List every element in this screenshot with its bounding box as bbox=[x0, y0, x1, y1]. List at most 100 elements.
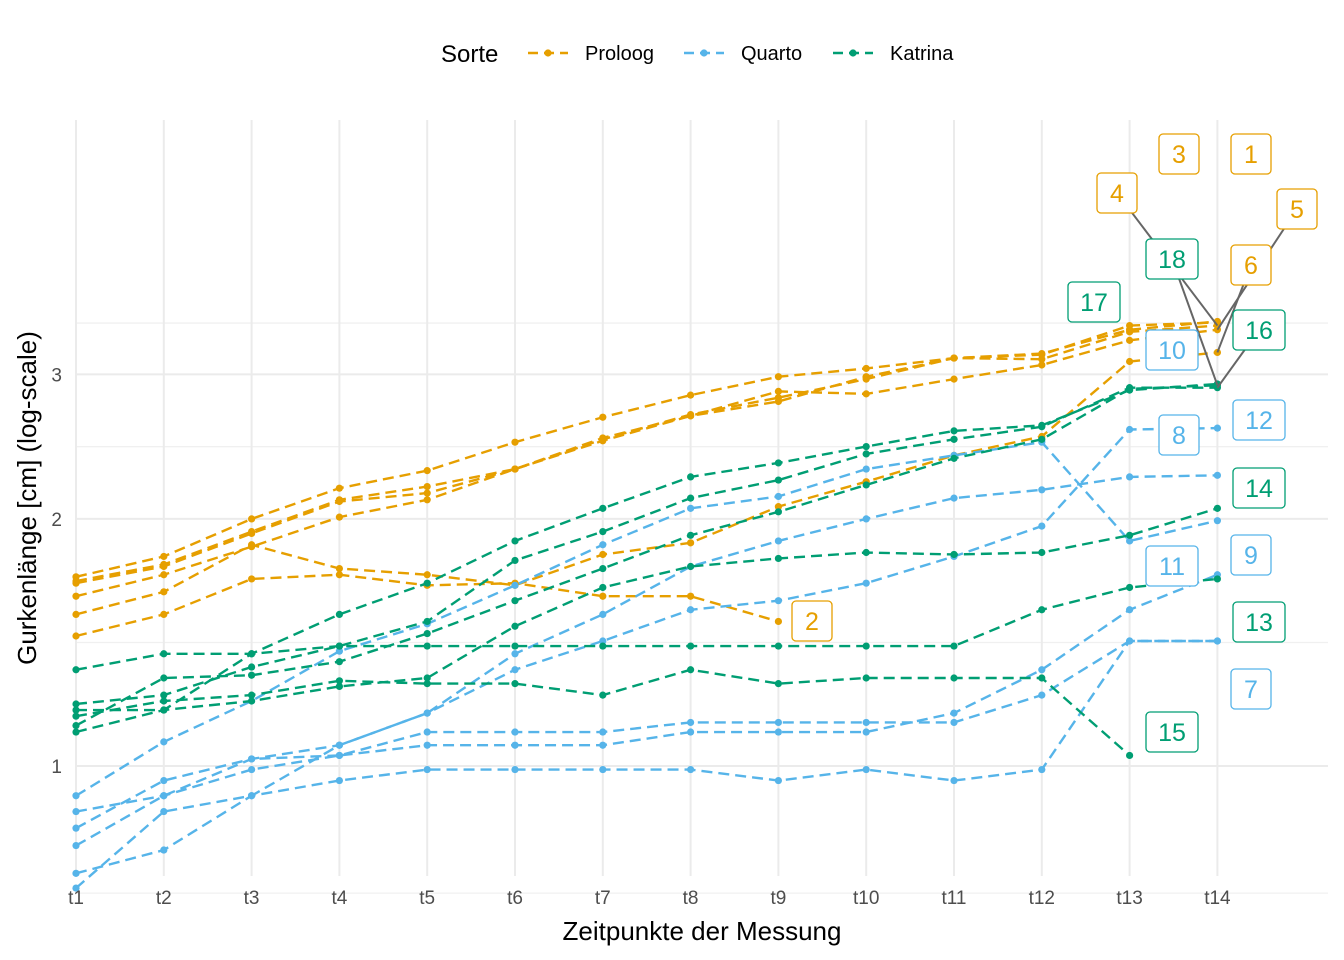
data-point bbox=[1038, 548, 1046, 557]
label-box bbox=[1232, 601, 1286, 643]
data-point bbox=[423, 496, 431, 504]
data-point bbox=[335, 677, 343, 685]
legend-item-quarto: Quarto bbox=[684, 43, 802, 65]
data-point bbox=[248, 697, 256, 705]
series-lines bbox=[72, 317, 1221, 892]
data-point bbox=[862, 390, 870, 398]
data-point bbox=[335, 647, 343, 655]
x-tick-label: t11 bbox=[941, 888, 966, 909]
series-9 bbox=[72, 571, 1221, 816]
legend-label: Proloog bbox=[585, 43, 654, 65]
data-point bbox=[1038, 674, 1046, 682]
data-point bbox=[335, 513, 343, 521]
series-17 bbox=[72, 666, 1134, 760]
label-box bbox=[1232, 467, 1286, 509]
data-point bbox=[511, 556, 519, 565]
label-box bbox=[1230, 244, 1272, 286]
label-text: 17 bbox=[1080, 289, 1108, 317]
label-leader-lines bbox=[1116, 192, 1298, 389]
legend-key-point bbox=[700, 49, 708, 57]
data-point bbox=[423, 674, 431, 682]
series-18 bbox=[72, 381, 1221, 730]
data-point bbox=[423, 728, 431, 736]
series-11 bbox=[72, 637, 1221, 850]
data-point bbox=[1213, 471, 1221, 479]
y-axis-title: Gurkenlänge [cm] (log-scale) bbox=[12, 331, 42, 665]
data-point bbox=[1126, 606, 1134, 614]
data-point bbox=[1038, 606, 1046, 614]
label-box bbox=[1276, 188, 1318, 230]
data-point bbox=[335, 497, 343, 506]
data-point bbox=[335, 484, 343, 492]
label-text: 13 bbox=[1245, 609, 1273, 637]
data-point bbox=[950, 494, 958, 502]
data-point bbox=[1126, 531, 1134, 539]
x-tick-label: t6 bbox=[507, 888, 523, 909]
series-end-label: 12 bbox=[1232, 399, 1286, 441]
label-text: 5 bbox=[1290, 196, 1304, 224]
data-point bbox=[72, 632, 80, 640]
y-tick-label: 3 bbox=[51, 365, 62, 386]
data-point bbox=[160, 571, 168, 579]
label-text: 9 bbox=[1244, 542, 1258, 570]
label-text: 8 bbox=[1172, 422, 1186, 450]
series-line bbox=[75, 386, 1218, 706]
series-3 bbox=[72, 318, 1221, 585]
x-axis-title: Zeitpunkte der Messung bbox=[563, 916, 842, 946]
data-point bbox=[950, 709, 958, 717]
label-text: 10 bbox=[1158, 337, 1186, 365]
data-point bbox=[1126, 425, 1134, 434]
data-point bbox=[687, 765, 695, 774]
data-point bbox=[72, 610, 80, 618]
series-end-label: 18 bbox=[1145, 238, 1199, 280]
data-point bbox=[599, 728, 607, 736]
data-point bbox=[72, 884, 80, 892]
data-point bbox=[160, 610, 168, 618]
data-point bbox=[774, 508, 783, 516]
label-text: 3 bbox=[1172, 141, 1186, 169]
data-point bbox=[950, 642, 958, 650]
series-end-label: 16 bbox=[1232, 309, 1286, 351]
data-point bbox=[72, 869, 80, 877]
data-point bbox=[72, 721, 80, 730]
label-box bbox=[1145, 329, 1199, 371]
y-tick-label: 2 bbox=[51, 510, 62, 531]
data-point bbox=[950, 375, 958, 383]
series-end-label: 3 bbox=[1158, 133, 1200, 175]
data-point bbox=[511, 465, 519, 473]
data-point bbox=[950, 674, 958, 682]
data-point bbox=[687, 412, 695, 420]
data-point bbox=[423, 579, 431, 587]
label-box bbox=[1230, 534, 1272, 576]
x-axis-ticks: t1 t2 t3 t4 t5 t6 t7 t8 t9 t10 t11 t12 t13 t14 bbox=[68, 888, 1231, 909]
legend-label: Quarto bbox=[741, 43, 802, 65]
data-point bbox=[862, 579, 870, 587]
data-point bbox=[1038, 522, 1046, 530]
data-point bbox=[950, 718, 958, 727]
data-point bbox=[335, 571, 343, 579]
data-point bbox=[687, 642, 695, 650]
data-point bbox=[423, 765, 431, 774]
x-tick-label: t13 bbox=[1116, 888, 1142, 909]
series-line bbox=[75, 321, 1218, 583]
data-point bbox=[72, 807, 80, 816]
data-point bbox=[248, 575, 256, 583]
series-end-label: 10 bbox=[1145, 329, 1199, 371]
data-point bbox=[950, 550, 958, 559]
data-point bbox=[511, 765, 519, 774]
label-box bbox=[1145, 545, 1199, 587]
data-point bbox=[950, 354, 958, 362]
data-point bbox=[774, 680, 783, 688]
x-tick-label: t9 bbox=[770, 888, 786, 909]
series-line bbox=[75, 351, 1218, 616]
data-point bbox=[335, 642, 343, 650]
data-point bbox=[774, 373, 783, 381]
data-point bbox=[1038, 666, 1046, 674]
data-point bbox=[862, 548, 870, 557]
data-point bbox=[1213, 637, 1221, 645]
label-text: 2 bbox=[805, 608, 819, 636]
data-point bbox=[862, 364, 870, 373]
data-point bbox=[72, 579, 80, 587]
